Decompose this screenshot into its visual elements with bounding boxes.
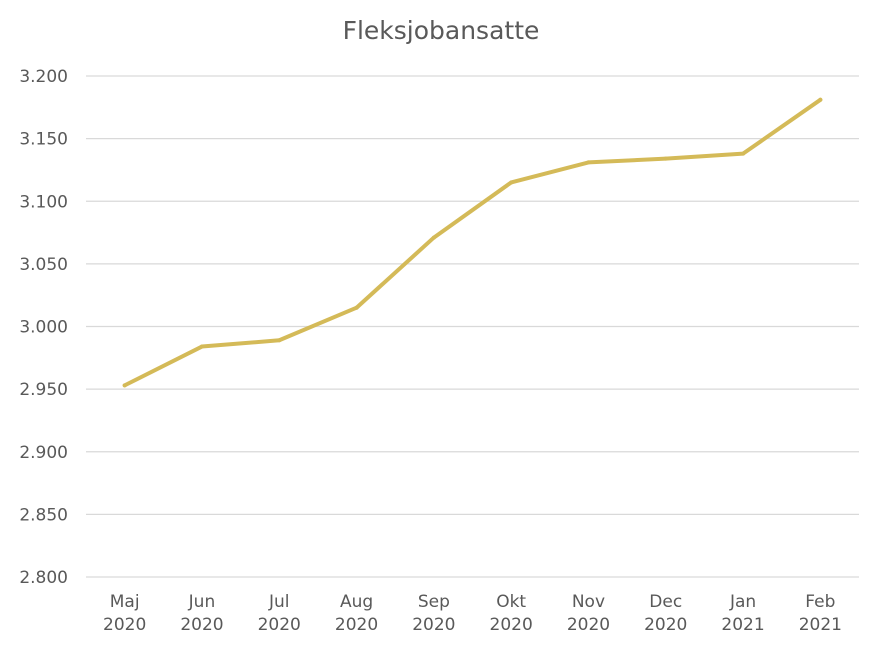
y-tick-label: 3.050 [19,255,68,275]
data-point [431,235,436,240]
y-tick-label: 2.800 [19,568,68,588]
x-tick-label-year: 2020 [335,615,378,635]
y-tick-label: 3.100 [19,192,68,212]
x-tick-label-year: 2020 [644,615,687,635]
data-point [277,338,282,343]
x-tick-label-month: Jun [188,592,216,612]
x-tick-label-year: 2020 [490,615,533,635]
x-tick-label-month: Aug [340,592,373,612]
chart-title: Fleksjobansatte [342,16,540,45]
x-tick-label-month: Okt [496,592,526,612]
y-tick-label: 3.000 [19,318,68,338]
data-point [741,151,746,156]
y-tick-label: 3.150 [19,130,68,150]
x-tick-label-month: Maj [110,592,140,612]
x-tick-label-year: 2020 [258,615,301,635]
data-point [818,97,823,102]
data-point [586,160,591,165]
series-line [122,97,823,388]
x-tick-label-month: Dec [649,592,682,612]
data-point [122,383,127,388]
x-tick-label-month: Jul [268,592,290,612]
x-tick-label-year: 2020 [567,615,610,635]
x-tick-label-month: Jan [729,592,756,612]
x-tick-label-year: 2021 [799,615,842,635]
x-tick-label-year: 2021 [721,615,764,635]
data-point [199,344,204,349]
y-tick-label: 2.850 [19,505,68,525]
x-tick-label-year: 2020 [180,615,223,635]
x-tick-label-year: 2020 [103,615,146,635]
y-tick-label: 2.900 [19,443,68,463]
data-point [663,156,668,161]
y-tick-label: 2.950 [19,380,68,400]
data-point [354,305,359,310]
x-tick-label-month: Feb [805,592,835,612]
data-point [509,180,514,185]
x-tick-label-month: Nov [572,592,605,612]
x-tick-label-month: Sep [418,592,450,612]
x-tick-label-year: 2020 [412,615,455,635]
y-tick-label: 3.200 [19,67,68,87]
